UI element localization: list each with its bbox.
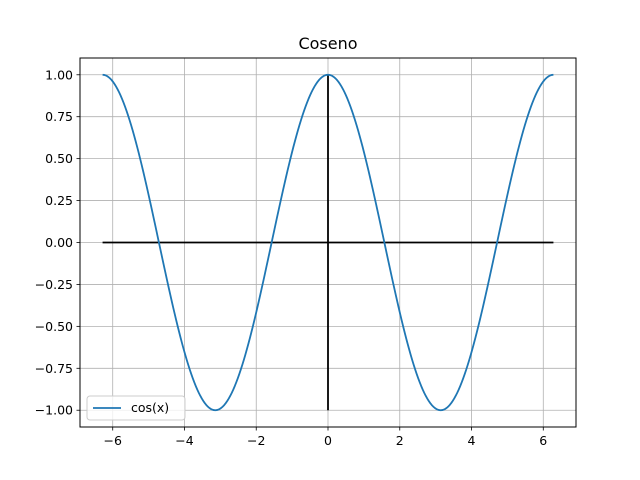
x-tick-label: 6 bbox=[539, 433, 547, 448]
series-layer bbox=[102, 73, 554, 412]
x-tick-label: 0 bbox=[324, 433, 332, 448]
x-tick-label: −2 bbox=[247, 433, 265, 448]
y-tick-label: −1.00 bbox=[35, 403, 73, 418]
y-tick-label: 0.75 bbox=[45, 109, 73, 124]
y-tick-label: 0.25 bbox=[45, 193, 73, 208]
y-tick-label: −0.25 bbox=[35, 277, 73, 292]
x-axis-ticks: −6 −4 −2 0 2 4 6 bbox=[104, 427, 547, 448]
x-tick-label: 4 bbox=[468, 433, 476, 448]
y-axis-ticks: −1.00 −0.75 −0.50 −0.25 0.00 0.25 0.50 0.75 1.00 bbox=[35, 67, 80, 418]
legend: cos(x) bbox=[86, 395, 186, 421]
y-tick-label: 1.00 bbox=[45, 67, 73, 82]
x-tick-label: 2 bbox=[396, 433, 404, 448]
y-tick-label: −0.50 bbox=[35, 319, 73, 334]
y-tick-label: 0.00 bbox=[45, 235, 73, 250]
y-tick-label: 0.50 bbox=[45, 151, 73, 166]
legend-box bbox=[86, 395, 186, 421]
x-tick-label: −4 bbox=[175, 433, 193, 448]
x-tick-label: −6 bbox=[104, 433, 122, 448]
series-line-cos bbox=[102, 73, 554, 412]
reference-lines bbox=[102, 74, 554, 411]
y-tick-label: −0.75 bbox=[35, 361, 73, 376]
legend-label-cos: cos(x) bbox=[131, 400, 169, 415]
chart-title: Coseno bbox=[298, 34, 357, 53]
